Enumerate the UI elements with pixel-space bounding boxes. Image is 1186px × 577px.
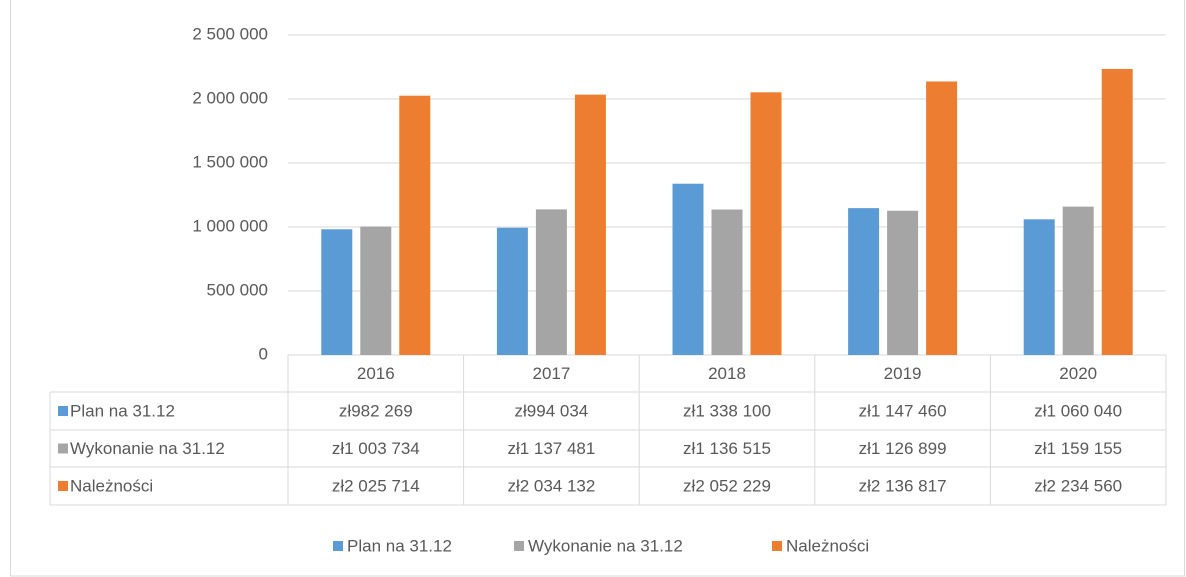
table-cell: zł2 234 560 [1034,476,1122,495]
table-cell: zł1 126 899 [859,439,947,458]
x-tick-label: 2016 [357,364,395,383]
table-legend-key [58,481,68,491]
table-cell: zł1 060 040 [1034,401,1122,420]
bar [321,229,353,355]
bar [848,208,880,355]
bar [1101,68,1133,355]
table-legend-key [58,443,68,454]
table-cell: zł2 034 132 [507,476,595,495]
bar [1062,206,1094,355]
y-tick-label: 1 500 000 [192,152,268,171]
table-cell: zł1 137 481 [507,439,595,458]
legend-label: Plan na 31.12 [347,536,452,555]
bar [750,92,782,355]
table-cell: zł1 159 155 [1034,439,1122,458]
bar [496,227,528,355]
y-tick-label: 2 500 000 [192,24,268,43]
table-cell: zł994 034 [515,401,589,420]
legend-key [514,541,524,551]
x-tick-label: 2019 [884,364,922,383]
bar [535,209,567,355]
table-cell: zł1 003 734 [332,439,420,458]
table-row-label: Plan na 31.12 [70,401,175,420]
bar [574,94,606,355]
table-row-label: Wykonanie na 31.12 [70,439,225,458]
bar [926,81,958,355]
x-tick-label: 2018 [708,364,746,383]
table-cell: zł2 052 229 [683,476,771,495]
table-cell: zł2 025 714 [332,476,420,495]
table-cell: zł1 136 515 [683,439,771,458]
table-cell: zł2 136 817 [859,476,947,495]
y-tick-label: 1 000 000 [192,216,268,235]
x-tick-label: 2017 [532,364,570,383]
table-row-label: Należności [70,476,153,495]
bar [1023,219,1055,355]
y-tick-label: 500 000 [207,280,268,299]
bar [711,209,743,355]
y-tick-label: 0 [259,344,268,363]
x-tick-label: 2020 [1059,364,1097,383]
legend-label: Należności [786,536,869,555]
table-cell: zł982 269 [339,401,413,420]
table-legend-key [58,406,68,416]
table-cell: zł1 147 460 [859,401,947,420]
bar [399,95,431,355]
table-cell: zł1 338 100 [683,401,771,420]
bar [672,183,704,355]
bar [887,210,919,355]
legend-key [333,541,343,551]
bar [360,226,392,355]
y-tick-label: 2 000 000 [192,88,268,107]
legend-key [772,541,782,551]
legend-label: Wykonanie na 31.12 [528,536,683,555]
